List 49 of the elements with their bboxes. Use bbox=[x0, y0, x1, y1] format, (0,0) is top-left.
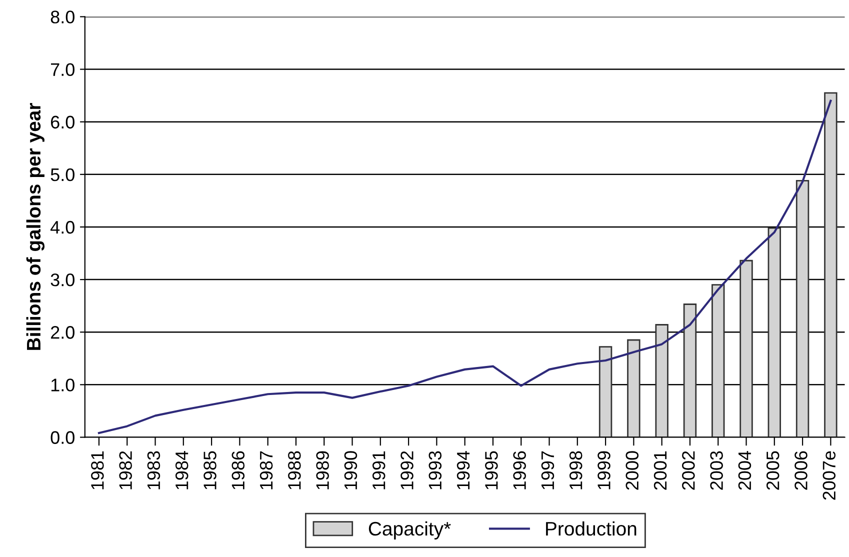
x-tick-label: 1993 bbox=[428, 451, 442, 490]
bar bbox=[655, 324, 668, 438]
legend-label: Capacity* bbox=[368, 521, 451, 540]
x-tick-label: 2002 bbox=[682, 451, 695, 490]
x-tick-label: 1998 bbox=[569, 451, 582, 490]
x-tick-label: 1990 bbox=[344, 451, 358, 490]
x-tick-label: 1996 bbox=[513, 451, 526, 490]
legend-label: Production bbox=[546, 521, 636, 536]
x-tick-label: 2005 bbox=[766, 451, 780, 490]
x-tick-label: 1985 bbox=[204, 451, 216, 490]
x-tick-label: 1999 bbox=[598, 451, 610, 490]
y-tick-label: 1.0 bbox=[51, 378, 74, 392]
x-tick-label: 1992 bbox=[400, 451, 414, 490]
y-tick-label: 6.0 bbox=[50, 116, 74, 129]
x-tick-label: 1997 bbox=[541, 451, 554, 490]
x-tick-label: 1988 bbox=[288, 451, 301, 490]
y-tick-label: 0.0 bbox=[50, 431, 74, 444]
y-tick-label: 3.0 bbox=[50, 273, 74, 286]
x-tick-label: 1987 bbox=[260, 451, 273, 490]
x-tick-label: 1995 bbox=[485, 451, 498, 490]
bar bbox=[768, 227, 782, 438]
x-tick-label: 2001 bbox=[654, 451, 667, 490]
x-tick-label: 1994 bbox=[456, 450, 470, 490]
y-tick-label: 4.0 bbox=[50, 220, 74, 234]
bar bbox=[824, 92, 838, 438]
x-tick-label: 1981 bbox=[91, 451, 104, 490]
line-series bbox=[98, 100, 832, 434]
x-tick-label: 1983 bbox=[147, 451, 160, 490]
y-axis-title: Billions of gallons per year bbox=[26, 103, 45, 350]
bar bbox=[712, 284, 725, 438]
x-tick-label: 2003 bbox=[710, 451, 723, 490]
y-tick-label: 5.0 bbox=[50, 168, 74, 182]
bar bbox=[683, 304, 697, 438]
bar bbox=[796, 180, 810, 438]
bar bbox=[627, 339, 640, 438]
bar bbox=[598, 346, 612, 438]
bar bbox=[740, 260, 753, 438]
x-tick-label: 1982 bbox=[119, 451, 132, 490]
x-tick-label: 1991 bbox=[372, 451, 386, 490]
x-tick-label: 1989 bbox=[316, 451, 329, 490]
x-tick-label: 2006 bbox=[794, 451, 808, 490]
x-tick-label: 2000 bbox=[626, 451, 639, 490]
x-tick-label: 2004 bbox=[738, 450, 752, 490]
x-tick-label: 1986 bbox=[232, 451, 245, 490]
y-tick-label: 7.0 bbox=[51, 63, 74, 76]
x-tick-label: 2007e bbox=[822, 451, 836, 500]
y-tick-label: 8.0 bbox=[50, 10, 74, 24]
x-tick-label: 1984 bbox=[175, 450, 188, 490]
y-tick-label: 2.0 bbox=[50, 326, 74, 339]
